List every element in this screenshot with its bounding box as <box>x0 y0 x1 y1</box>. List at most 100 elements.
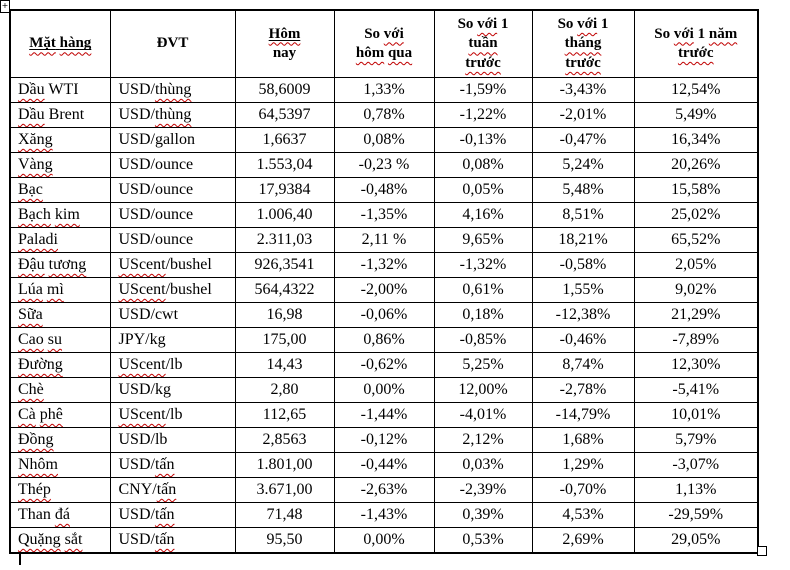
vs-month-cell: 18,21% <box>531 227 635 253</box>
unit-cell: USD/ounce <box>109 152 236 178</box>
spellcheck-squiggle: Cao <box>18 331 44 348</box>
today-price-cell: 16,98 <box>234 302 335 328</box>
today-price-cell: 95,50 <box>234 527 335 554</box>
vs-week-cell: -1,22% <box>433 102 533 128</box>
vs-year-cell: 16,34% <box>633 127 759 153</box>
vs-week-cell: 0,61% <box>433 277 533 303</box>
commodity-name-cell: Quặng sắt <box>9 527 111 554</box>
vs-yesterday-cell: 0,00% <box>333 527 435 554</box>
spellcheck-squiggle: mì <box>46 281 64 298</box>
header-today: Hôm nay <box>234 9 335 78</box>
vs-week-cell: -1,32% <box>433 252 533 278</box>
spellcheck-squiggle: Mặt <box>29 35 56 52</box>
today-price-cell: 2.311,03 <box>234 227 335 253</box>
unit-cell: USD/kg <box>109 377 236 403</box>
spellcheck-squiggle: năm <box>708 25 738 42</box>
vs-week-cell: 0,18% <box>433 302 533 328</box>
unit-cell: USD/lb <box>109 427 236 453</box>
vs-yesterday-cell: -0,44% <box>333 452 435 478</box>
spellcheck-squiggle: trước <box>565 54 601 71</box>
vs-yesterday-cell: -0,12% <box>333 427 435 453</box>
commodity-name-cell: Chè <box>9 377 111 403</box>
today-price-cell: 564,4322 <box>234 277 335 303</box>
spellcheck-squiggle: với <box>477 15 498 32</box>
commodity-name-cell: Lúa mì <box>9 277 111 303</box>
spellcheck-squiggle: UScent <box>118 256 166 273</box>
vs-yesterday-cell: 0,00% <box>333 377 435 403</box>
vs-yesterday-cell: -1,44% <box>333 402 435 428</box>
spellcheck-squiggle: Chè <box>18 381 44 398</box>
spellcheck-squiggle: Lúa <box>18 281 43 298</box>
header-vs-month-line2: tháng <box>535 34 632 54</box>
vs-year-cell: 9,02% <box>633 277 759 303</box>
spellcheck-squiggle: thùng <box>154 81 192 98</box>
spellcheck-squiggle: thùng <box>154 106 192 123</box>
header-vs-yesterday-line2: hôm qua <box>337 44 432 64</box>
unit-cell: USD/gallon <box>109 127 236 153</box>
vs-month-cell: -0,46% <box>531 327 635 353</box>
header-today-label-line1: Hôm <box>238 25 332 45</box>
vs-month-cell: 1,68% <box>531 427 635 453</box>
spellcheck-squiggle: tháng <box>564 35 602 52</box>
table-resize-handle[interactable] <box>757 546 767 556</box>
vs-month-cell: -2,78% <box>531 377 635 403</box>
vs-week-cell: 0,03% <box>433 452 533 478</box>
spellcheck-squiggle: hôm <box>355 45 385 61</box>
vs-month-cell: 1,55% <box>531 277 635 303</box>
vs-month-cell: 8,74% <box>531 352 635 378</box>
vs-month-cell: 5,48% <box>531 177 635 203</box>
commodity-name-cell: Bạch kim <box>9 202 111 228</box>
vs-year-cell: 25,02% <box>633 202 759 228</box>
today-price-cell: 14,43 <box>234 352 335 378</box>
unit-cell: JPY/kg <box>109 327 236 353</box>
table-row: Lúa mì UScent/bushel 564,4322 -2,00% 0,6… <box>9 277 759 303</box>
spellcheck-squiggle: Bạc <box>18 181 43 198</box>
vs-year-cell: 15,58% <box>633 177 759 203</box>
vs-month-cell: -0,70% <box>531 477 635 503</box>
vs-yesterday-cell: -1,35% <box>333 202 435 228</box>
spellcheck-squiggle: Dầu <box>18 81 45 98</box>
vs-yesterday-cell: -0,48% <box>333 177 435 203</box>
header-vs-month-line1: So với 1 <box>557 15 609 32</box>
table-row: Nhôm USD/tấn 1.801,00 -0,44% 0,03% 1,29%… <box>9 452 759 478</box>
vs-yesterday-cell: -0,23 % <box>333 152 435 178</box>
header-unit: ĐVT <box>109 9 236 78</box>
commodity-name-cell: Đường <box>9 352 111 378</box>
spellcheck-squiggle: su <box>47 331 63 348</box>
unit-cell: USD/tấn <box>109 527 236 554</box>
spellcheck-squiggle: Xăng <box>18 131 53 148</box>
header-today-label-line2: nay <box>272 45 297 61</box>
vs-year-cell: 12,30% <box>633 352 759 378</box>
header-vs-year: So với 1 năm trước <box>633 9 759 78</box>
vs-week-cell: -0,13% <box>433 127 533 153</box>
spellcheck-squiggle: trước <box>465 54 501 71</box>
vs-month-cell: -0,58% <box>531 252 635 278</box>
spellcheck-squiggle: kim <box>54 206 80 223</box>
vs-month-cell: 4,53% <box>531 502 635 528</box>
vs-week-cell: -4,01% <box>433 402 533 428</box>
table-row: Đồng USD/lb 2,8563 -0,12% 2,12% 1,68% 5,… <box>9 427 759 453</box>
unit-cell: USD/cwt <box>109 302 236 328</box>
spellcheck-squiggle: Đậu <box>18 256 45 273</box>
today-price-cell: 175,00 <box>234 327 335 353</box>
spellcheck-squiggle: UScent <box>118 281 166 298</box>
spellcheck-squiggle: Bạch <box>18 206 51 223</box>
table-row: Cao su JPY/kg 175,00 0,86% -0,85% -0,46%… <box>9 327 759 353</box>
vs-week-cell: 12,00% <box>433 377 533 403</box>
spellcheck-squiggle: phê <box>39 406 63 423</box>
spellcheck-squiggle: tấn <box>154 506 175 523</box>
table-move-handle[interactable]: + <box>0 0 10 13</box>
table-row: Quặng sắt USD/tấn 95,50 0,00% 0,53% 2,69… <box>9 527 759 554</box>
today-price-cell: 1.006,40 <box>234 202 335 228</box>
text-cursor <box>19 552 21 565</box>
vs-week-cell: -2,39% <box>433 477 533 503</box>
today-price-cell: 58,6009 <box>234 77 335 103</box>
vs-year-cell: 10,01% <box>633 402 759 428</box>
today-price-cell: 1,6637 <box>234 127 335 153</box>
vs-month-cell: 1,29% <box>531 452 635 478</box>
header-commodity-label: Mặt hàng <box>29 35 91 51</box>
header-unit-label: ĐVT <box>156 35 189 52</box>
today-price-cell: 71,48 <box>234 502 335 528</box>
commodity-name-cell: Đậu tương <box>9 252 111 278</box>
spellcheck-squiggle: đá <box>54 506 70 523</box>
